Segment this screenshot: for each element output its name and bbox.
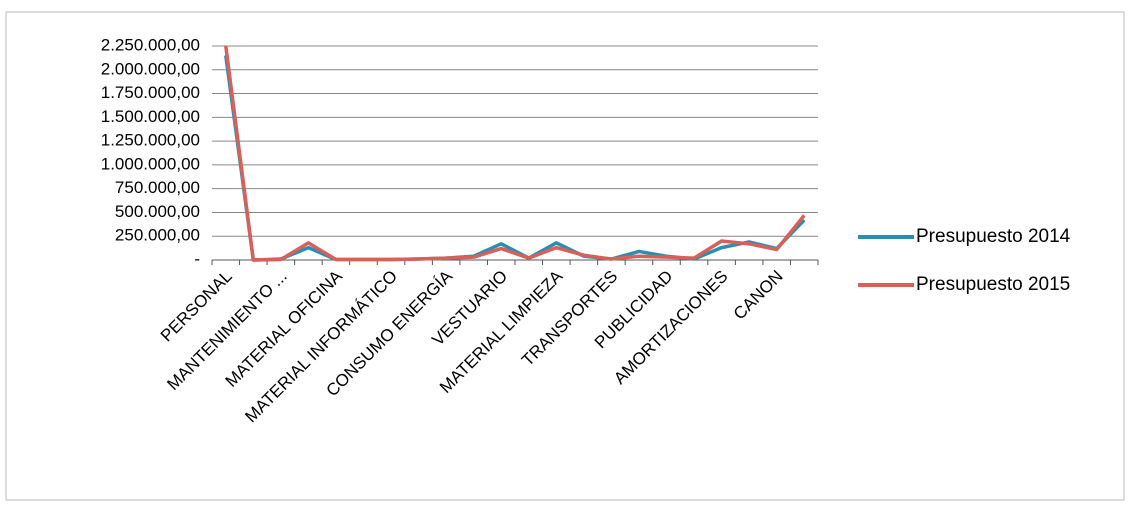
y-tick-label: 2.000.000,00	[101, 59, 200, 78]
y-tick-label: 1.500.000,00	[101, 107, 200, 126]
x-tick-label: CANON	[730, 267, 787, 324]
y-tick-label: 1.000.000,00	[101, 154, 200, 173]
y-tick-label: 250.000,00	[115, 226, 200, 245]
x-tick-label: TRANSPORTES	[518, 267, 621, 370]
chart-frame	[5, 11, 1125, 501]
y-tick-label: 1.750.000,00	[101, 83, 200, 102]
y-tick-label: -	[194, 249, 200, 268]
legend-label: Presupuesto 2015	[916, 274, 1070, 295]
series-line	[224, 45, 806, 262]
y-tick-label: 500.000,00	[115, 202, 200, 221]
y-tick-label: 750.000,00	[115, 178, 200, 197]
legend-label: Presupuesto 2014	[916, 226, 1071, 247]
y-tick-label: 1.250.000,00	[101, 131, 200, 150]
y-tick-label: 2.250.000,00	[101, 35, 200, 54]
series-line	[224, 55, 806, 262]
